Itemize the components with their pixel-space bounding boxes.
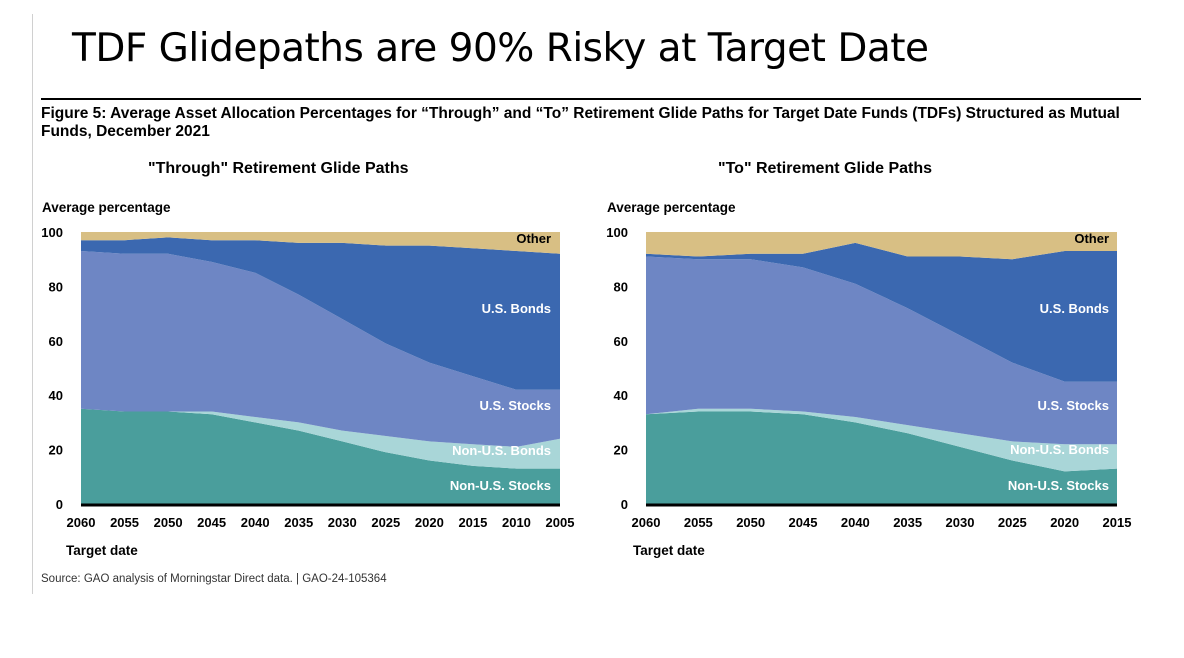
y-tick-label: 100 (41, 225, 63, 240)
area-non-u-s-stocks (646, 411, 1117, 504)
x-tick-label: 2005 (546, 515, 575, 530)
series-label-u-s-stocks: U.S. Stocks (479, 398, 551, 413)
to-chart: "To" Retirement Glide Paths Average perc… (606, 160, 1146, 560)
x-tick-label: 2060 (632, 515, 661, 530)
x-axis-label: Target date (633, 543, 705, 558)
y-tick-label: 0 (56, 497, 63, 512)
slide-title: TDF Glidepaths are 90% Risky at Target D… (72, 26, 929, 71)
y-tick-label: 100 (606, 225, 628, 240)
x-tick-label: 2040 (241, 515, 270, 530)
x-tick-label: 2045 (197, 515, 226, 530)
x-tick-label: 2020 (415, 515, 444, 530)
area-other (81, 232, 560, 254)
series-label-non-u-s-stocks: Non-U.S. Stocks (1008, 478, 1109, 493)
y-tick-label: 40 (49, 388, 63, 403)
x-tick-label: 2055 (684, 515, 713, 530)
x-tick-label: 2035 (893, 515, 922, 530)
x-tick-label: 2030 (328, 515, 357, 530)
series-label-non-u-s-bonds: Non-U.S. Bonds (1010, 442, 1109, 457)
series-label-non-u-s-bonds: Non-U.S. Bonds (452, 443, 551, 458)
through-chart: "Through" Retirement Glide Paths Average… (41, 160, 589, 560)
area-non-u-s-stocks (81, 408, 560, 504)
x-tick-label: 2020 (1050, 515, 1079, 530)
x-tick-label: 2050 (154, 515, 183, 530)
area-u-s-bonds (81, 237, 560, 390)
figure-caption: Figure 5: Average Asset Allocation Perce… (41, 105, 1120, 140)
area-u-s-stocks (81, 251, 560, 447)
x-tick-label: 2010 (502, 515, 531, 530)
area-other (646, 232, 1117, 260)
x-tick-label: 2040 (841, 515, 870, 530)
series-label-other: Other (1074, 231, 1109, 246)
area-non-u-s-bonds (646, 408, 1117, 472)
x-tick-label: 2030 (946, 515, 975, 530)
series-label-non-u-s-stocks: Non-U.S. Stocks (450, 478, 551, 493)
series-label-u-s-bonds: U.S. Bonds (482, 301, 551, 316)
area-u-s-bonds (646, 242, 1117, 382)
x-tick-label: 2025 (998, 515, 1027, 530)
x-tick-label: 2025 (371, 515, 400, 530)
series-label-other: Other (516, 231, 551, 246)
x-axis-label: Target date (66, 543, 138, 558)
area-u-s-stocks (646, 256, 1117, 445)
y-tick-label: 60 (614, 334, 628, 349)
chart-title: "Through" Retirement Glide Paths (148, 160, 409, 177)
y-tick-label: 20 (49, 443, 63, 458)
series-label-u-s-stocks: U.S. Stocks (1037, 398, 1109, 413)
x-tick-label: 2015 (458, 515, 487, 530)
x-tick-label: 2055 (110, 515, 139, 530)
y-tick-label: 40 (614, 388, 628, 403)
y-axis-label: Average percentage (42, 200, 171, 215)
chart-title: "To" Retirement Glide Paths (718, 160, 933, 177)
x-tick-label: 2060 (67, 515, 96, 530)
left-rule (32, 14, 33, 594)
area-non-u-s-bonds (81, 408, 560, 469)
x-tick-label: 2050 (736, 515, 765, 530)
x-tick-label: 2035 (284, 515, 313, 530)
x-tick-label: 2045 (789, 515, 818, 530)
x-tick-label: 2015 (1103, 515, 1132, 530)
y-tick-label: 60 (49, 334, 63, 349)
y-tick-label: 0 (621, 497, 628, 512)
figure-rule (41, 98, 1141, 100)
y-tick-label: 80 (49, 279, 63, 294)
y-axis-label: Average percentage (607, 200, 736, 215)
series-label-u-s-bonds: U.S. Bonds (1040, 301, 1109, 316)
y-tick-label: 20 (614, 443, 628, 458)
y-tick-label: 80 (614, 279, 628, 294)
source-note: Source: GAO analysis of Morningstar Dire… (41, 573, 387, 585)
